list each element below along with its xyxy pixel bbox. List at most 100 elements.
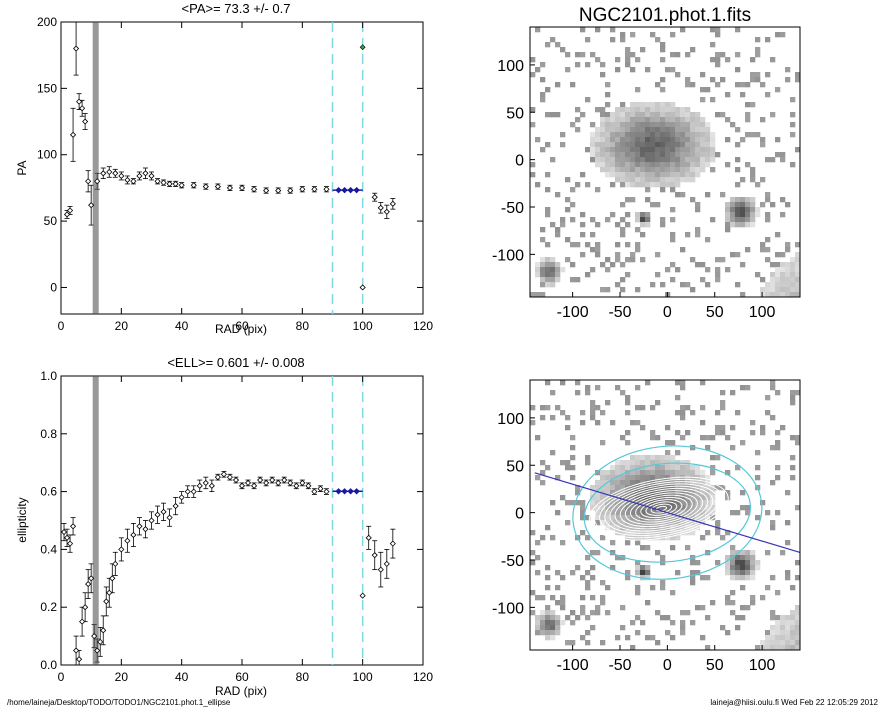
- image-pixel: [640, 47, 646, 53]
- image-pixel: [595, 142, 601, 148]
- image-pixel: [635, 565, 641, 571]
- x-tick-label: 0: [58, 670, 65, 684]
- image-pixel: [660, 117, 666, 123]
- image-pixel: [670, 117, 676, 123]
- image-pixel: [710, 132, 716, 138]
- image-pixel: [580, 112, 586, 118]
- image-pixel: [605, 102, 611, 108]
- image-pixel: [795, 262, 801, 268]
- image-pixel: [670, 530, 676, 536]
- image-pixel: [560, 380, 566, 386]
- image-pixel: [640, 460, 646, 466]
- image-pixel: [660, 475, 666, 481]
- image-pixel: [555, 510, 561, 516]
- image-pixel: [655, 610, 661, 616]
- data-point: [70, 523, 77, 530]
- image-pixel: [590, 132, 596, 138]
- image-pixel: [565, 615, 571, 621]
- ell-x-label: RAD (pix): [215, 684, 267, 698]
- image-pixel: [575, 485, 581, 491]
- image-pixel: [685, 107, 691, 113]
- image-pixel: [535, 292, 541, 298]
- image-pixel: [670, 147, 676, 153]
- image-pixel: [620, 142, 626, 148]
- image-pixel: [545, 620, 551, 626]
- image-pixel: [730, 217, 736, 223]
- image-pixel: [605, 490, 611, 496]
- image-pixel: [700, 420, 706, 426]
- image-pixel: [550, 257, 556, 263]
- image-pixel: [785, 277, 791, 283]
- image-pixel: [735, 217, 741, 223]
- image-pixel: [740, 177, 746, 183]
- image-pixel: [645, 635, 651, 641]
- image-pixel: [690, 620, 696, 626]
- image-pixel: [720, 425, 726, 431]
- image-pixel: [790, 112, 796, 118]
- image-pixel: [750, 550, 756, 556]
- image-pixel: [675, 267, 681, 273]
- image-pixel: [785, 630, 791, 636]
- image-pixel: [650, 172, 656, 178]
- image-pixel: [605, 505, 611, 511]
- image-pixel: [545, 212, 551, 218]
- image-pixel: [670, 187, 676, 193]
- image-pixel: [745, 247, 751, 253]
- image-pixel: [720, 400, 726, 406]
- image-pixel: [580, 420, 586, 426]
- image-pixel: [665, 167, 671, 173]
- x-tick-label: 20: [115, 319, 129, 333]
- image-pixel: [545, 405, 551, 411]
- image-pixel: [750, 72, 756, 78]
- image-pixel: [675, 112, 681, 118]
- image-pixel: [720, 257, 726, 263]
- image-pixel: [775, 272, 781, 278]
- image-pixel: [765, 630, 771, 636]
- image-pixel: [725, 137, 731, 143]
- image-pixel: [690, 112, 696, 118]
- pa-x-ticks: 0 20 40 60 80 100 120: [58, 22, 433, 333]
- image-pixel: [675, 172, 681, 178]
- image-pixel: [645, 470, 651, 476]
- image-pixel: [630, 470, 636, 476]
- image-pixel: [630, 420, 636, 426]
- image-pixel: [640, 107, 646, 113]
- image-pixel: [620, 162, 626, 168]
- image-pixel: [660, 187, 666, 193]
- image-pixel: [595, 162, 601, 168]
- fit-point: [341, 186, 348, 194]
- image-pixel: [770, 480, 776, 486]
- image-pixel: [635, 182, 641, 188]
- image-pixel: [625, 182, 631, 188]
- image-pixel: [680, 385, 686, 391]
- image-pixel: [670, 217, 676, 223]
- image-pixel: [640, 157, 646, 163]
- image-pixel: [535, 67, 541, 73]
- image-pixel: [620, 127, 626, 133]
- image-pixel: [680, 192, 686, 198]
- image-pixel: [675, 192, 681, 198]
- image-pixel: [565, 197, 571, 203]
- image-pixel: [550, 37, 556, 43]
- image-pixel: [540, 282, 546, 288]
- image-pixel: [555, 630, 561, 636]
- image-pixel: [585, 390, 591, 396]
- image-pixel: [735, 565, 741, 571]
- image-pixel: [695, 202, 701, 208]
- image-pixel: [775, 32, 781, 38]
- data-point: [66, 540, 74, 547]
- fit-point: [347, 488, 354, 495]
- image-pixel: [790, 610, 796, 616]
- image-pixel: [610, 172, 616, 178]
- image-pixel: [615, 67, 621, 73]
- image-pixel: [540, 277, 546, 283]
- image-pixel: [770, 277, 776, 283]
- image-pixel: [650, 107, 656, 113]
- image-pixel: [750, 595, 756, 601]
- image-pixel: [785, 272, 791, 278]
- noisy-center-band: [92, 22, 99, 314]
- image-pixel: [585, 272, 591, 278]
- image-pixel: [600, 132, 606, 138]
